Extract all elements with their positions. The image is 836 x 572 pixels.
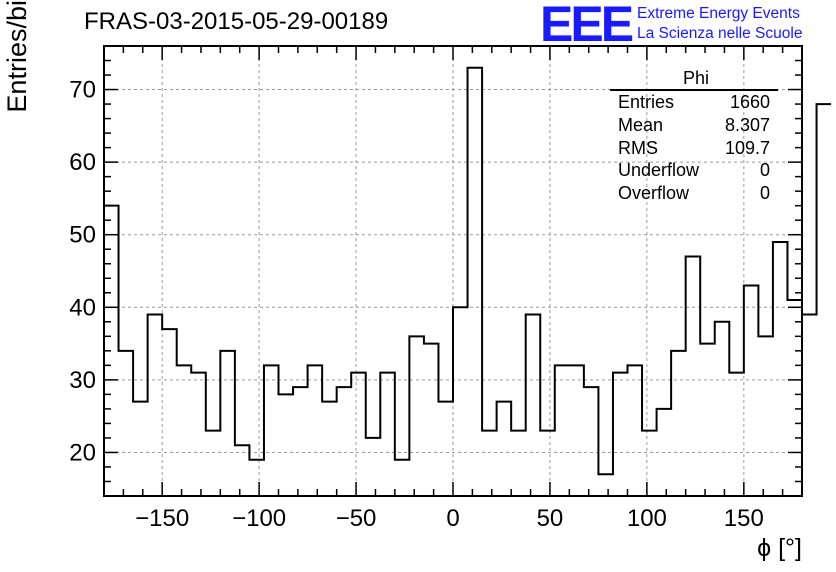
histogram-bin: [249, 460, 264, 496]
histogram-bin: [584, 387, 599, 496]
histogram-bin: [817, 104, 832, 496]
histogram-bin: [206, 431, 221, 496]
histogram-bin: [293, 387, 308, 496]
histogram-bin: [424, 344, 439, 496]
chart-title: FRAS-03-2015-05-29-00189: [84, 8, 389, 35]
x-tick-label: 100: [627, 505, 667, 532]
x-tick-label: −150: [135, 505, 189, 532]
histogram-bin: [598, 474, 613, 496]
histogram-bin: [700, 344, 715, 496]
histogram-bin: [191, 373, 206, 496]
histogram-bin: [308, 365, 323, 496]
y-tick-label: 30: [69, 367, 96, 394]
histogram-bin: [380, 373, 395, 496]
histogram-bin: [773, 242, 788, 496]
stats-label: Overflow: [618, 183, 690, 204]
histogram-bin: [279, 394, 294, 496]
stats-row: Mean 8.307: [610, 114, 778, 137]
x-tick-label: 0: [446, 505, 459, 532]
stats-label: RMS: [618, 137, 658, 158]
histogram-bin: [628, 365, 643, 496]
stats-row: Entries 1660: [610, 91, 778, 114]
histogram-bin: [177, 365, 192, 496]
histogram-bin: [526, 315, 541, 496]
logo-line-2: La Scienza nelle Scuole: [637, 25, 803, 42]
stats-label: Mean: [618, 114, 664, 135]
stats-value: 0: [759, 160, 770, 181]
histogram-bin: [569, 365, 584, 496]
histogram-bin: [744, 286, 759, 496]
histogram-bin: [148, 315, 163, 496]
histogram-bin: [395, 460, 410, 496]
y-tick-label: 50: [69, 222, 96, 249]
histogram-bin: [642, 431, 657, 496]
y-tick-label: 60: [69, 149, 96, 176]
histogram-bin: [337, 387, 352, 496]
histogram-bin: [264, 365, 279, 496]
stats-value: 1660: [729, 92, 770, 112]
histogram-bin: [802, 315, 817, 496]
logo-text: Extreme Energy Events La Scienza nelle S…: [637, 4, 802, 44]
stats-label: Entries: [618, 92, 675, 112]
y-axis-label: Entries/bin: [2, 0, 32, 113]
histogram-bin: [133, 402, 148, 496]
x-axis-label: ϕ [°]: [757, 534, 802, 562]
y-tick-label: 40: [69, 294, 96, 321]
stats-title: Phi: [610, 67, 778, 91]
histogram-bin: [482, 431, 497, 496]
histogram-bin: [468, 68, 483, 496]
stats-row: RMS 109.7: [610, 137, 778, 160]
histogram-bin: [409, 336, 424, 496]
histogram-bin: [671, 351, 686, 496]
eee-logo: EEE: [540, 0, 634, 52]
x-tick-label: −100: [232, 505, 286, 532]
histogram-bin: [453, 307, 468, 496]
y-tick-label: 20: [69, 439, 96, 466]
x-tick-label: −50: [336, 505, 377, 532]
histogram-bin: [119, 351, 134, 496]
logo-line-1: Extreme Energy Events: [637, 5, 800, 22]
histogram-bin: [322, 402, 337, 496]
histogram-bin: [715, 322, 730, 496]
stats-box: Phi Entries 1660 Mean 8.307 RMS 109.7 Under…: [610, 67, 778, 205]
y-tick-label: 70: [69, 77, 96, 104]
stats-row: Overflow 0: [610, 182, 778, 205]
histogram-bin: [758, 336, 773, 496]
stats-label: Underflow: [618, 160, 700, 181]
histogram-bin: [511, 431, 526, 496]
histogram-bin: [366, 438, 381, 496]
histogram-bin: [686, 256, 701, 496]
histogram-bin: [613, 373, 628, 496]
histogram-bin: [555, 365, 570, 496]
histogram-bin: [497, 402, 512, 496]
x-tick-label: 50: [537, 505, 564, 532]
histogram-bin: [540, 431, 555, 496]
stats-value: 8.307: [724, 114, 770, 135]
histogram-bin: [438, 402, 453, 496]
histogram-series: [103, 66, 832, 496]
stats-row: Underflow 0: [610, 159, 778, 182]
stats-value: 0: [759, 183, 770, 204]
histogram-bin: [220, 351, 235, 496]
x-tick-label: 150: [724, 505, 764, 532]
histogram-bin: [351, 373, 366, 496]
histogram-bin: [162, 329, 177, 496]
stats-value: 109.7: [724, 137, 770, 158]
histogram-bin: [729, 373, 744, 496]
